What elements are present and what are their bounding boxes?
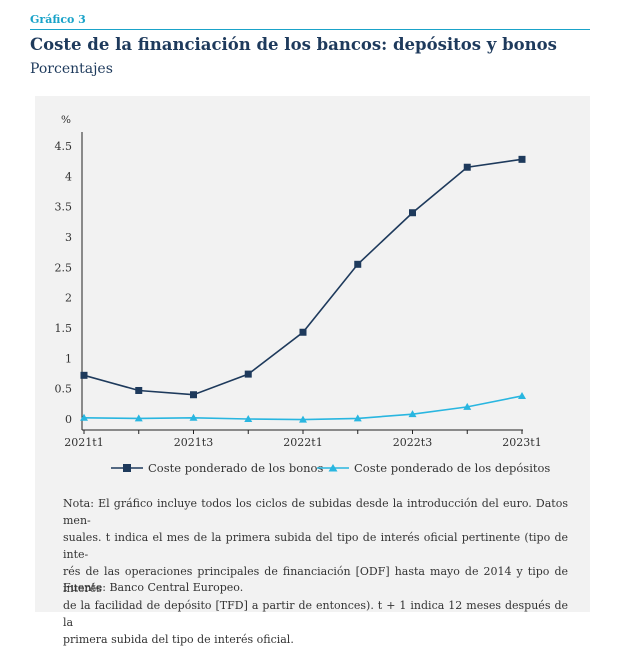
data-point-deposits xyxy=(134,414,143,422)
x-tick-label: 2022t1 xyxy=(283,436,322,449)
data-point-deposits xyxy=(463,402,472,410)
header-rule xyxy=(30,29,590,30)
data-point-deposits xyxy=(408,410,417,418)
data-point-deposits xyxy=(353,414,362,422)
data-point-bonds xyxy=(190,391,197,399)
data-point-bonds xyxy=(409,209,416,217)
legend-swatch-bonds xyxy=(111,464,143,472)
series-line-bonds xyxy=(83,158,523,396)
data-point-bonds xyxy=(244,370,252,378)
x-tick-label: 2021t1 xyxy=(64,436,103,449)
data-point-bonds xyxy=(135,386,143,394)
data-point-deposits xyxy=(80,413,88,421)
x-tick-label: 2022t3 xyxy=(393,436,432,449)
chart-note: Nota: El gráfico incluye todos los ciclo… xyxy=(63,495,568,648)
chart-title: Coste de la financiación de los bancos: … xyxy=(30,35,557,54)
y-tick-label: 3 xyxy=(65,231,72,244)
chart-subtitle: Porcentajes xyxy=(30,61,113,77)
figure-label: Gráfico 3 xyxy=(30,13,86,26)
y-tick-label: 1.5 xyxy=(55,322,73,335)
x-tick-label: 2021t3 xyxy=(174,436,213,449)
y-tick-label: 3.5 xyxy=(55,201,73,214)
line-chart: % 0 0.5 1 1.5 2 2.5 3 3.5 4 4.5 2021t1 2021t3 2022t1 2… xyxy=(55,114,542,449)
data-point-bonds xyxy=(80,371,88,379)
y-tick-label: 1 xyxy=(65,352,72,365)
y-tick-label: 0 xyxy=(65,413,72,426)
y-tick-label: 2.5 xyxy=(55,261,73,274)
legend-label-bonds: Coste ponderado de los bonos xyxy=(148,461,324,475)
y-tick-label: 4.5 xyxy=(55,140,73,153)
legend-item-bonds: Coste ponderado de los bonos xyxy=(110,458,323,478)
chart-source: Fuente: Banco Central Europeo. xyxy=(63,581,244,594)
note-line: primera subida del tipo de interés ofici… xyxy=(63,633,294,646)
note-line: de la facilidad de depósito [TFD] a part… xyxy=(63,599,568,629)
data-point-deposits xyxy=(244,415,253,422)
legend-swatch-deposits xyxy=(317,464,349,472)
note-line: Nota: El gráfico incluye todos los ciclo… xyxy=(63,497,568,527)
data-point-deposits xyxy=(299,415,307,423)
y-tick-label: 0.5 xyxy=(55,383,73,396)
data-point-bonds xyxy=(518,155,526,163)
data-point-deposits xyxy=(189,413,198,421)
legend-item-deposits: Coste ponderado de los depósitos xyxy=(316,458,550,478)
y-axis-label: % xyxy=(61,114,71,126)
data-point-bonds xyxy=(354,260,362,268)
y-tick-label: 4 xyxy=(65,170,72,183)
data-point-deposits xyxy=(518,391,526,399)
note-line: suales. t indica el mes de la primera su… xyxy=(63,531,568,561)
legend-label-deposits: Coste ponderado de los depósitos xyxy=(354,461,551,475)
x-tick-label: 2023t1 xyxy=(502,436,541,449)
data-point-bonds xyxy=(299,328,307,336)
data-point-bonds xyxy=(463,163,471,171)
note-line: rés de las operaciones principales de fi… xyxy=(63,565,568,595)
chart-panel: % 0 0.5 1 1.5 2 2.5 3 3.5 4 4.5 2021t1 2021t3 2022t1 2… xyxy=(35,96,590,646)
y-tick-label: 2 xyxy=(65,292,72,305)
legend: Coste ponderado de los bonos Coste ponde… xyxy=(35,456,590,480)
